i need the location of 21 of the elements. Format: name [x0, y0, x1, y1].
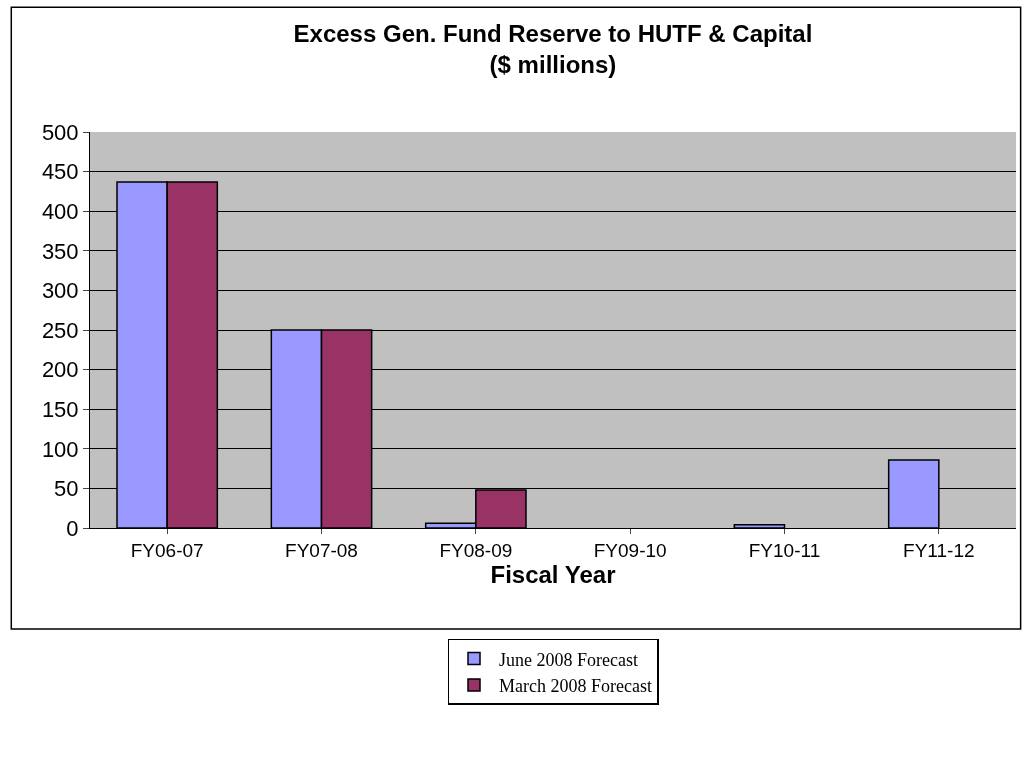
x-tick-label: FY09-10 — [593, 539, 667, 561]
x-tick-label: FY10-11 — [748, 539, 821, 561]
y-tick-label: 300 — [41, 278, 79, 304]
y-tick-label: 150 — [41, 396, 79, 422]
chart-title: Excess Gen. Fund Reserve to HUTF & Capital ($ millions) — [293, 20, 813, 79]
y-tick-label: 500 — [41, 119, 79, 145]
y-tick-label: 50 — [54, 476, 79, 502]
y-tick-label: 250 — [41, 317, 79, 343]
y-tick-label: 200 — [41, 357, 79, 383]
legend-label: March 2008 Forecast — [499, 676, 652, 696]
x-tick-label: FY07-08 — [285, 539, 358, 561]
y-tick-label: 100 — [41, 436, 79, 462]
x-tick-label: FY08-09 — [439, 539, 513, 561]
y-tick-label: 450 — [41, 159, 79, 185]
x-tick-label: FY06-07 — [130, 539, 204, 561]
y-tick-label: 350 — [41, 238, 79, 264]
x-axis-title: Fiscal Year — [490, 560, 616, 588]
x-tick-label: FY11-12 — [903, 539, 975, 561]
legend-label: June 2008 Forecast — [499, 649, 638, 670]
y-tick-label: 0 — [66, 515, 79, 541]
y-tick-label: 400 — [41, 198, 79, 224]
